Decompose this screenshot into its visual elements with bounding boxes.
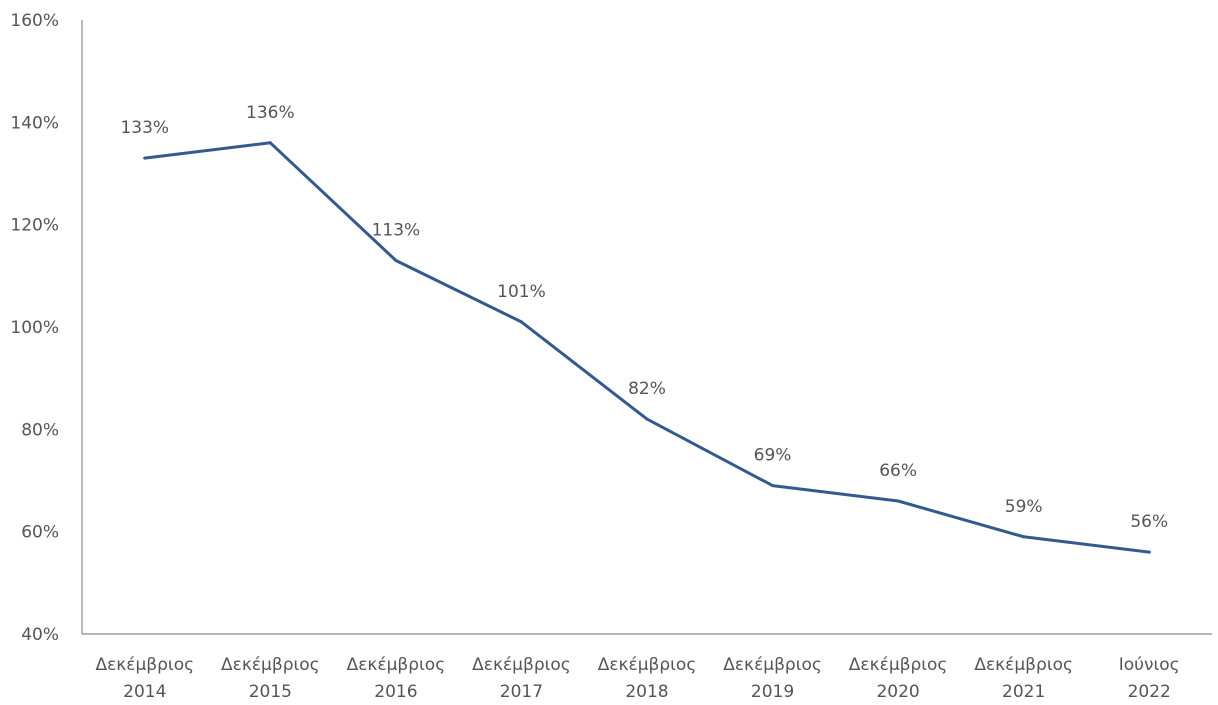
x-tick-label: Δεκέμβριος 2018 xyxy=(598,655,697,702)
y-tick-labels: 40% 60% 80% 100% 120% 140% 160% xyxy=(10,11,59,645)
x-tick-label: Δεκέμβριος 2019 xyxy=(723,655,822,702)
data-label: 113% xyxy=(372,220,421,240)
x-tick-label: Δεκέμβριος 2021 xyxy=(974,655,1073,702)
data-labels: 133% 136% 113% 101% 82% 69% 66% 59% 56% xyxy=(120,103,1168,532)
x-tick-labels: Δεκέμβριος 2014 Δεκέμβριος 2015 Δεκέμβριος 20… xyxy=(95,655,1179,702)
x-tick-label: Δεκέμβριος 2020 xyxy=(849,655,948,702)
data-label: 82% xyxy=(628,379,666,399)
y-tick-label: 80% xyxy=(21,420,59,440)
data-label: 56% xyxy=(1130,512,1168,532)
data-point xyxy=(1022,535,1026,539)
data-point xyxy=(394,258,398,262)
y-tick-label: 120% xyxy=(10,216,59,236)
data-point xyxy=(1147,550,1151,554)
x-tick-label: Ιούνιος 2022 xyxy=(1119,655,1180,702)
data-label: 69% xyxy=(754,446,792,466)
data-point xyxy=(896,499,900,503)
data-label: 59% xyxy=(1005,497,1043,517)
data-point xyxy=(645,417,649,421)
y-tick-label: 100% xyxy=(10,318,59,338)
y-tick-label: 140% xyxy=(10,113,59,133)
x-tick-label: Δεκέμβριος 2014 xyxy=(95,655,194,702)
y-tick-label: 160% xyxy=(10,11,59,31)
data-label: 133% xyxy=(120,118,169,138)
data-label: 101% xyxy=(497,282,546,302)
series-line xyxy=(143,141,1151,554)
data-label: 66% xyxy=(879,461,917,481)
y-tick-label: 40% xyxy=(21,625,59,645)
y-tick-label: 60% xyxy=(21,523,59,543)
data-point xyxy=(143,156,147,160)
series-group xyxy=(143,141,1151,554)
x-tick-label: Δεκέμβριος 2016 xyxy=(347,655,446,702)
x-tick-label: Δεκέμβριος 2017 xyxy=(472,655,571,702)
data-point xyxy=(771,484,775,488)
data-point xyxy=(268,141,272,145)
data-point xyxy=(519,320,523,324)
x-tick-label: Δεκέμβριος 2015 xyxy=(221,655,320,702)
data-label: 136% xyxy=(246,103,295,123)
